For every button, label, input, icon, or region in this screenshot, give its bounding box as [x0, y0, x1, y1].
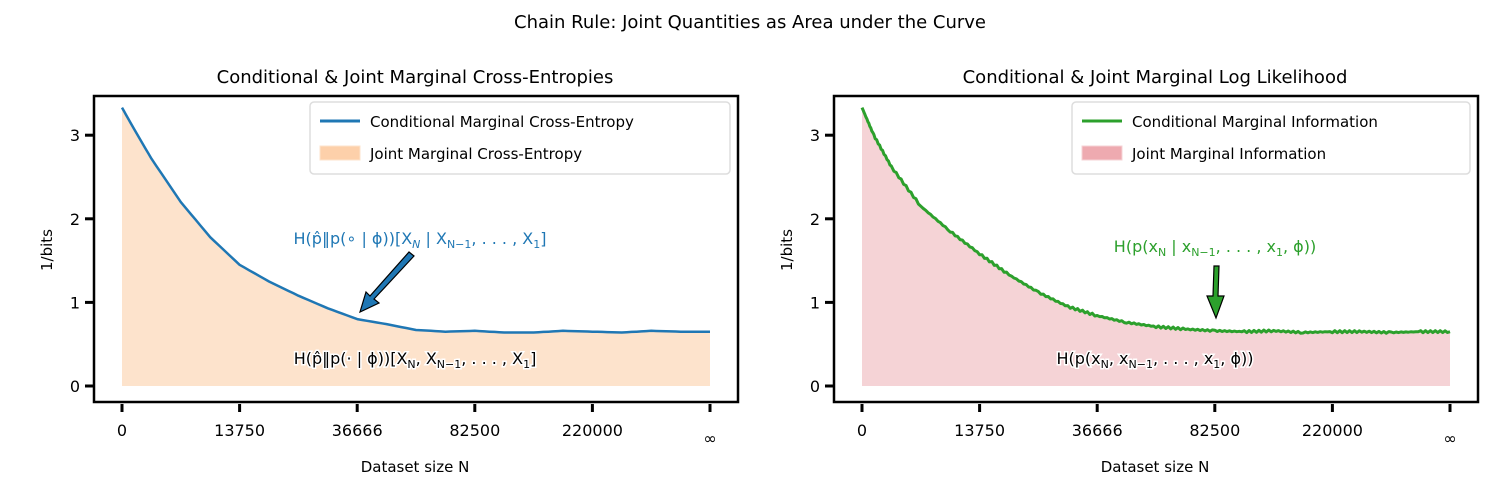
right-fill	[862, 107, 1450, 386]
x-tick-label: 13750	[214, 421, 265, 440]
x-tick-label: 13750	[954, 421, 1005, 440]
x-tick-label: 0	[857, 421, 867, 440]
left-ticks: 0 13750 36666 82500 220000 ∞ 0 1 2 3	[70, 126, 717, 448]
left-line	[120, 106, 710, 334]
y-tick-label: 0	[810, 377, 820, 396]
right-arrow-icon	[1206, 265, 1225, 320]
x-tick-label: ∞	[1443, 429, 1456, 448]
left-legend-fill-swatch	[319, 145, 361, 161]
right-panel: Conditional & Joint Marginal Log Likelih…	[778, 67, 1480, 476]
right-xlabel: Dataset size N	[1101, 458, 1210, 476]
right-chart-title: Conditional & Joint Marginal Log Likelih…	[963, 67, 1348, 88]
x-tick-label: 220000	[1302, 421, 1363, 440]
left-ylabel: 1/bits	[38, 229, 56, 271]
right-legend-label-line: Conditional Marginal Information	[1132, 113, 1378, 131]
x-tick-label: 82500	[449, 421, 500, 440]
right-legend: Conditional Marginal Information Joint M…	[1071, 101, 1471, 175]
y-tick-label: 1	[810, 293, 820, 312]
y-tick-label: 3	[70, 126, 80, 145]
left-annotation-conditional: H(p̂‖p(∘ | ϕ))[XN | XN−1, . . . , X1]	[294, 229, 547, 251]
left-fill	[122, 107, 710, 386]
left-arrow-icon	[359, 251, 415, 314]
right-frame	[832, 94, 1480, 404]
right-annotation-joint: H(p(xN, xN−1, . . . , x1, ϕ))	[1056, 349, 1253, 371]
right-line	[860, 107, 1451, 335]
left-legend-label-line: Conditional Marginal Cross-Entropy	[370, 113, 634, 131]
x-tick-label: 36666	[332, 421, 383, 440]
left-annotation-joint: H(p̂‖p(· | ϕ))[XN, XN−1, . . . , X1]	[294, 349, 537, 371]
y-tick-label: 0	[70, 377, 80, 396]
y-tick-label: 3	[810, 126, 820, 145]
right-legend-label-fill: Joint Marginal Information	[1131, 145, 1326, 163]
left-chart-title: Conditional & Joint Marginal Cross-Entro…	[217, 67, 614, 88]
x-tick-label: 220000	[562, 421, 623, 440]
left-legend-label-fill: Joint Marginal Cross-Entropy	[369, 145, 582, 163]
y-tick-label: 1	[70, 293, 80, 312]
right-legend-box	[1071, 101, 1471, 175]
left-legend-box	[309, 101, 731, 175]
right-annotation-conditional: H(p(xN | xN−1, . . . , x1, ϕ))	[1114, 237, 1316, 259]
x-tick-label: ∞	[703, 429, 716, 448]
right-ylabel: 1/bits	[778, 229, 796, 271]
left-legend: Conditional Marginal Cross-Entropy Joint…	[309, 101, 731, 175]
y-tick-label: 2	[70, 210, 80, 229]
right-ticks: 0 13750 36666 82500 220000 ∞ 0 1 2 3	[810, 126, 1457, 448]
y-tick-label: 2	[810, 210, 820, 229]
x-tick-label: 36666	[1072, 421, 1123, 440]
left-frame	[92, 94, 740, 404]
right-legend-fill-swatch	[1081, 145, 1123, 161]
left-panel: Conditional & Joint Marginal Cross-Entro…	[38, 67, 740, 476]
x-tick-label: 0	[117, 421, 127, 440]
left-xlabel: Dataset size N	[361, 458, 470, 476]
figure-title: Chain Rule: Joint Quantities as Area und…	[514, 12, 986, 33]
x-tick-label: 82500	[1189, 421, 1240, 440]
